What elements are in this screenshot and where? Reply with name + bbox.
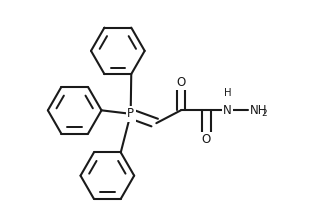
- Text: O: O: [176, 76, 186, 89]
- Text: O: O: [202, 133, 211, 146]
- Text: N: N: [223, 104, 232, 117]
- Text: P: P: [127, 107, 134, 120]
- Text: H: H: [224, 88, 231, 98]
- Text: NH: NH: [250, 104, 267, 117]
- Text: 2: 2: [261, 109, 267, 118]
